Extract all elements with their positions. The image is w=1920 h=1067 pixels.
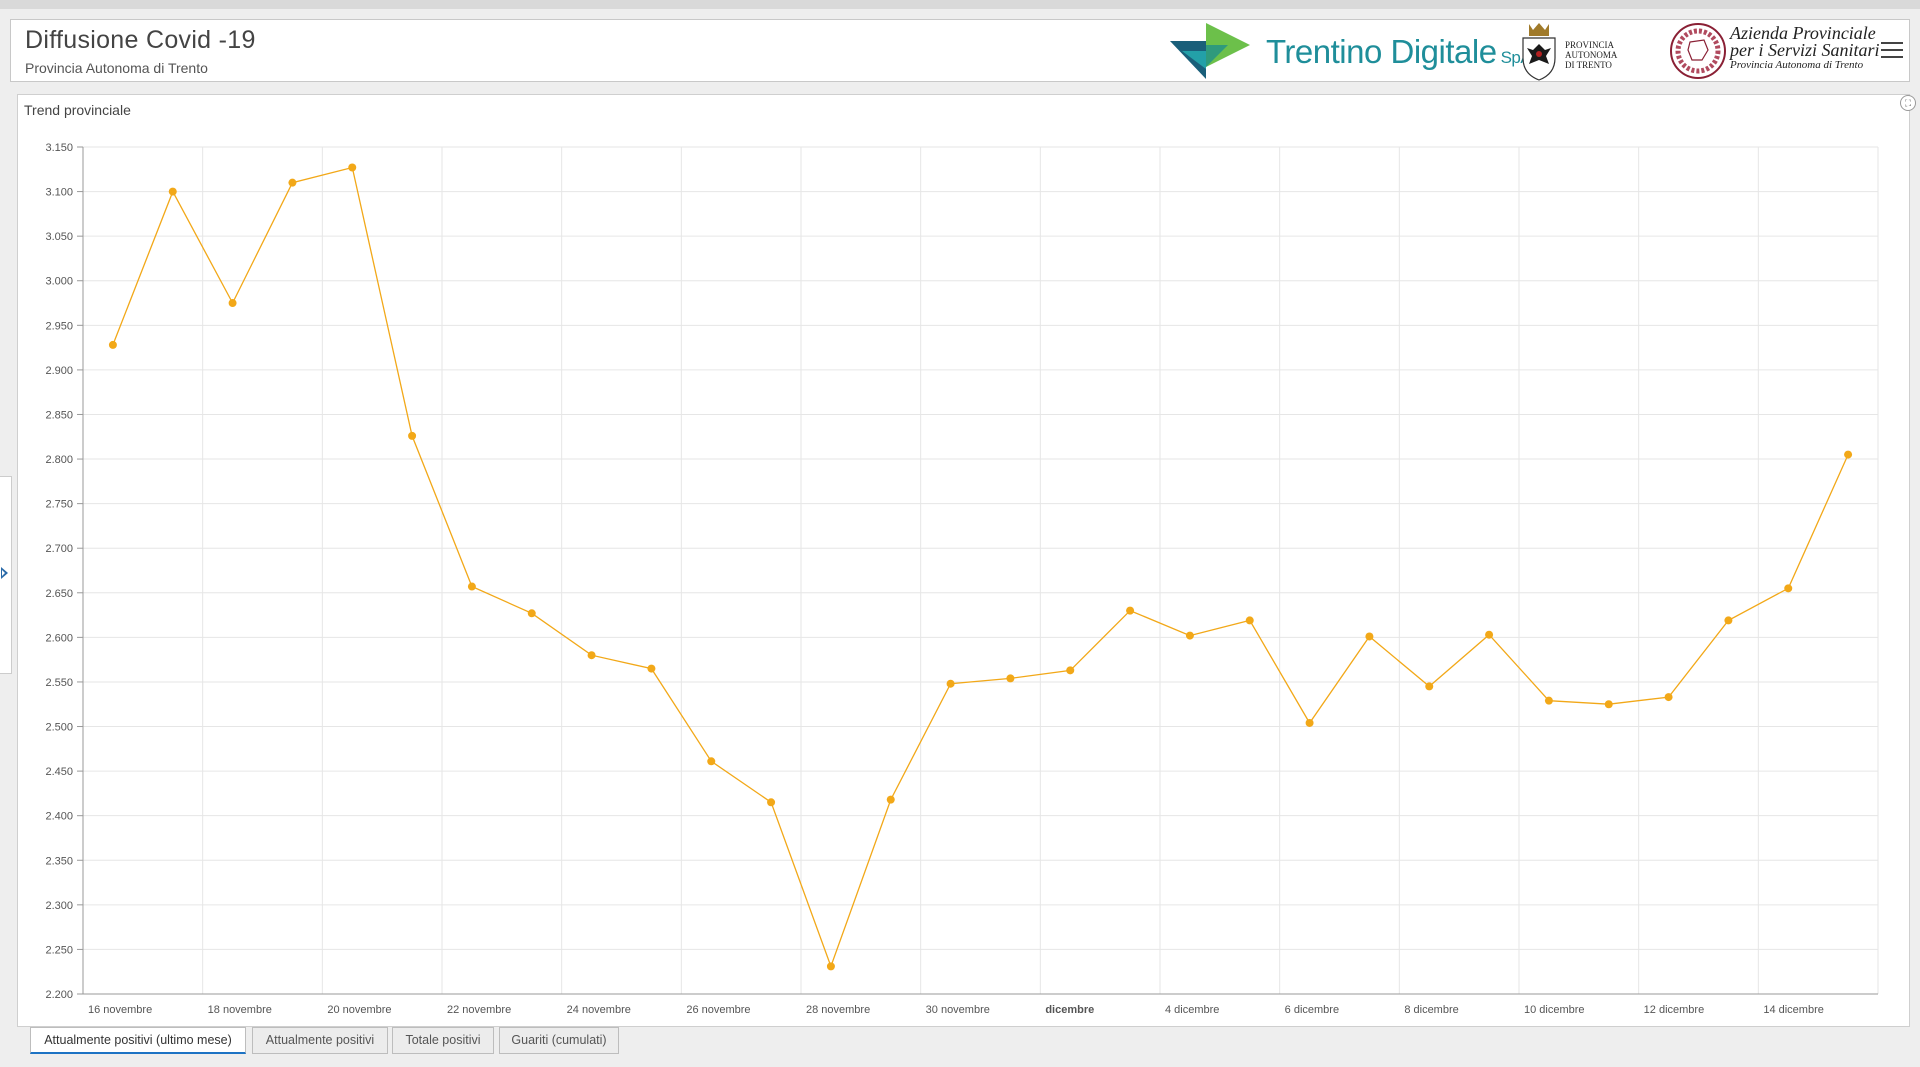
- y-tick-label: 2.750: [45, 499, 73, 511]
- data-point: [348, 163, 357, 172]
- x-tick-label: 10 dicembre: [1524, 1004, 1585, 1016]
- x-tick-label: 6 dicembre: [1285, 1004, 1339, 1016]
- data-point: [108, 340, 117, 349]
- x-tick-label: 20 novembre: [327, 1004, 391, 1016]
- trentino-digitale-mark-icon: [1170, 23, 1250, 79]
- data-point: [826, 962, 835, 971]
- data-point: [647, 664, 656, 673]
- provincia-trento-logo: PROVINCIA AUTONOMA DI TRENTO: [1517, 20, 1667, 82]
- data-point: [1604, 700, 1613, 709]
- data-point: [1006, 674, 1015, 683]
- x-tick-label: 26 novembre: [686, 1004, 750, 1016]
- x-tick-label: 14 dicembre: [1763, 1004, 1824, 1016]
- apss-text: Azienda Provinciale per i Servizi Sanita…: [1730, 23, 1880, 71]
- y-tick-label: 2.500: [45, 722, 73, 734]
- app-header: Diffusione Covid -19 Provincia Autonoma …: [10, 19, 1910, 82]
- data-point: [467, 582, 476, 591]
- tab-guariti-cumulati[interactable]: Guariti (cumulati): [499, 1027, 619, 1054]
- data-point: [1365, 632, 1374, 641]
- y-tick-label: 2.650: [45, 588, 73, 600]
- maximize-icon[interactable]: ⛶: [1900, 95, 1916, 111]
- data-point: [1784, 584, 1793, 593]
- y-tick-label: 2.900: [45, 365, 73, 377]
- trentino-digitale-text: Trentino Digitale SpA: [1266, 33, 1532, 70]
- x-tick-label: 30 novembre: [926, 1004, 990, 1016]
- x-tick-label: 8 dicembre: [1404, 1004, 1458, 1016]
- x-tick-label: 22 novembre: [447, 1004, 511, 1016]
- y-tick-label: 2.950: [45, 320, 73, 332]
- y-tick-label: 3.100: [45, 187, 73, 199]
- tab-attualmente-positivi[interactable]: Attualmente positivi: [252, 1027, 388, 1054]
- y-tick-label: 3.050: [45, 231, 73, 243]
- trentino-digitale-logo: Trentino Digitale SpA: [1168, 21, 1532, 83]
- y-tick-label: 2.400: [45, 811, 73, 823]
- data-point: [168, 187, 177, 196]
- data-point: [587, 651, 596, 660]
- y-tick-label: 2.350: [45, 855, 73, 867]
- tab-totale-positivi[interactable]: Totale positivi: [392, 1027, 494, 1054]
- hamburger-menu-icon[interactable]: [1881, 42, 1903, 62]
- data-point: [1844, 450, 1853, 459]
- y-tick-label: 2.200: [45, 989, 73, 1001]
- tab-attualmente-positivi-ultimo-mese[interactable]: Attualmente positivi (ultimo mese): [30, 1027, 246, 1054]
- data-point: [1305, 718, 1314, 727]
- provincia-text: PROVINCIA AUTONOMA DI TRENTO: [1565, 40, 1618, 70]
- x-tick-label: 28 novembre: [806, 1004, 870, 1016]
- data-point: [886, 795, 895, 804]
- data-point: [527, 609, 536, 618]
- data-point: [408, 431, 417, 440]
- data-point: [1664, 693, 1673, 702]
- data-point: [946, 679, 955, 688]
- line-chart: 2.200 2.250 2.300 2.350 2.400 2.450 2.500 2.550…: [45, 142, 1879, 1016]
- data-point: [1485, 630, 1494, 639]
- y-tick-label: 2.450: [45, 766, 73, 778]
- panel-title: Trend provinciale: [24, 102, 131, 118]
- x-tick-label: dicembre: [1045, 1004, 1094, 1016]
- y-tick-label: 2.550: [45, 677, 73, 689]
- provincia-coat-of-arms-icon: [1522, 23, 1556, 81]
- y-tick-label: 2.850: [45, 409, 73, 421]
- data-point: [1245, 616, 1254, 625]
- page-title: Diffusione Covid -19: [25, 26, 256, 54]
- data-point: [288, 178, 297, 187]
- data-point: [1066, 666, 1075, 675]
- y-tick-label: 3.150: [45, 142, 73, 154]
- data-point: [228, 299, 237, 308]
- data-point: [1185, 631, 1194, 640]
- data-point: [707, 757, 716, 766]
- data-point: [1724, 616, 1733, 625]
- x-tick-label: 24 novembre: [567, 1004, 631, 1016]
- y-tick-label: 2.250: [45, 944, 73, 956]
- apss-emblem-icon: [1670, 23, 1726, 79]
- chart-panel: 2.200 2.250 2.300 2.350 2.400 2.450 2.500 2.550…: [17, 94, 1916, 1027]
- top-strip: [0, 0, 1920, 9]
- y-tick-label: 2.300: [45, 900, 73, 912]
- apss-logo: Azienda Provinciale per i Servizi Sanita…: [1668, 20, 1888, 82]
- y-tick-label: 3.000: [45, 276, 73, 288]
- data-point: [1544, 696, 1553, 705]
- y-tick-label: 2.800: [45, 454, 73, 466]
- data-point: [1425, 682, 1434, 691]
- page-subtitle: Provincia Autonoma di Trento: [25, 60, 208, 76]
- side-panel-toggle[interactable]: [0, 476, 12, 674]
- x-tick-label: 12 dicembre: [1644, 1004, 1705, 1016]
- y-tick-label: 2.600: [45, 632, 73, 644]
- data-point: [1126, 606, 1135, 615]
- x-tick-label: 18 novembre: [208, 1004, 272, 1016]
- series-line: [112, 166, 1849, 969]
- x-tick-label: 4 dicembre: [1165, 1004, 1219, 1016]
- x-tick-label: 16 novembre: [88, 1004, 152, 1016]
- data-point: [767, 798, 776, 807]
- y-tick-label: 2.700: [45, 543, 73, 555]
